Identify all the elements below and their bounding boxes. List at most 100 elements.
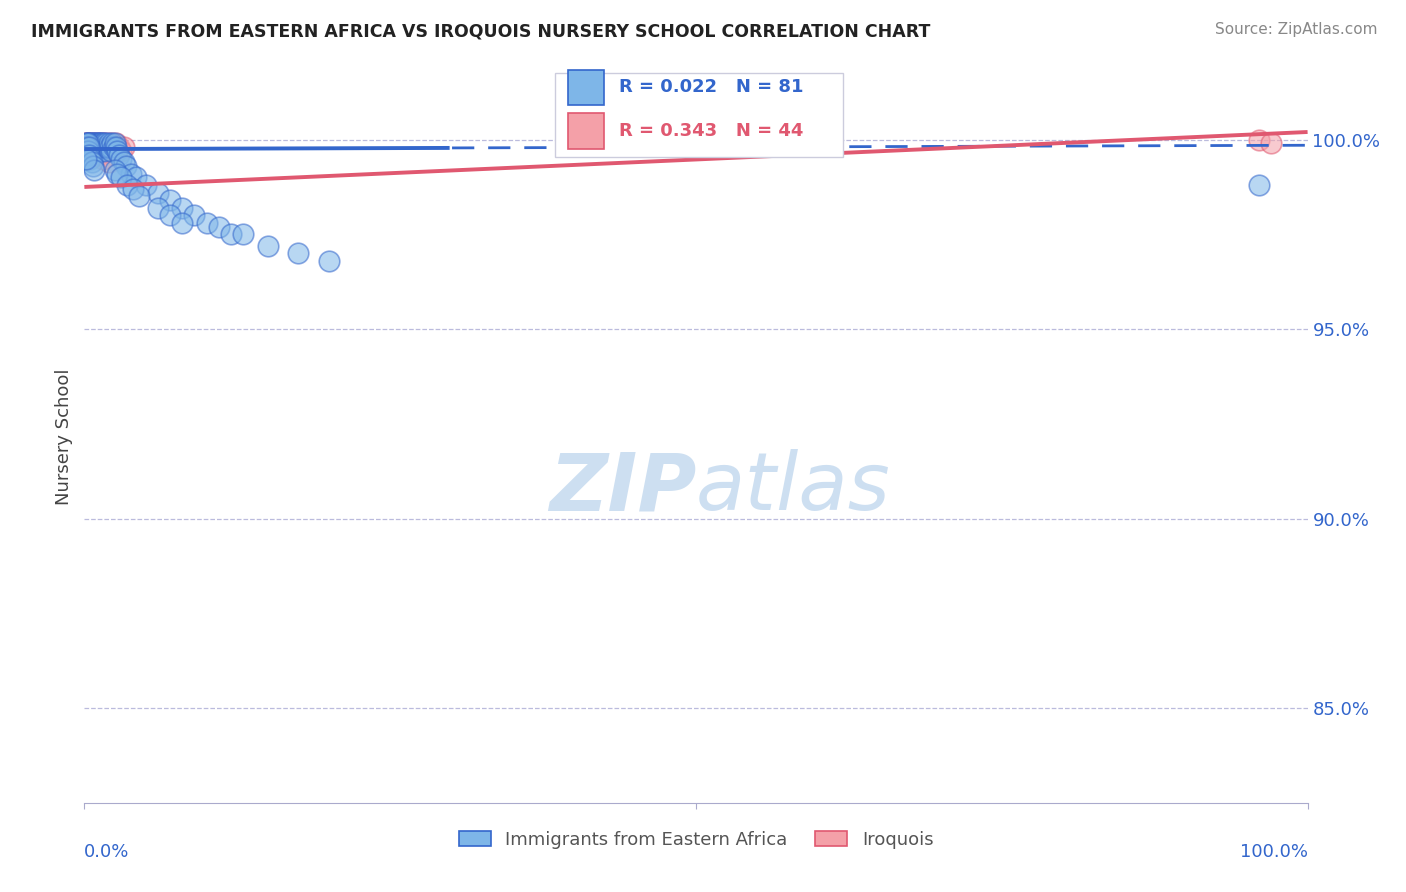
Point (83, 147, 105, 161)
Point (105, 144, 128, 158)
Point (94, 136, 117, 151)
Point (77, 136, 100, 151)
Point (86, 140, 108, 154)
Point (82, 159, 104, 173)
Point (83, 140, 105, 154)
Point (128, 189, 150, 203)
Point (87, 136, 110, 151)
Point (1247, 132, 1270, 146)
Point (110, 144, 132, 158)
Point (75, 144, 97, 158)
Point (75, 140, 97, 154)
Point (97, 136, 120, 151)
Point (86, 140, 108, 154)
Point (146, 201, 169, 215)
Point (84, 136, 107, 151)
Text: R = 0.343   N = 44: R = 0.343 N = 44 (619, 122, 803, 140)
Point (97, 155, 120, 169)
Point (135, 178, 157, 192)
Point (101, 136, 124, 151)
Point (318, 253, 340, 268)
Point (93, 140, 115, 154)
Point (87, 140, 110, 154)
Point (93, 144, 115, 158)
Point (90, 140, 112, 154)
Point (91, 140, 114, 154)
Point (257, 238, 280, 252)
Point (89, 136, 111, 151)
Point (75, 140, 97, 154)
Point (75, 147, 97, 161)
Point (101, 136, 124, 151)
Point (104, 144, 127, 158)
Point (77, 140, 100, 154)
Point (84, 136, 107, 151)
Point (103, 140, 125, 154)
Point (104, 162, 127, 177)
Point (84, 144, 107, 158)
Point (94, 140, 117, 154)
Point (76, 136, 98, 151)
Text: Source: ZipAtlas.com: Source: ZipAtlas.com (1215, 22, 1378, 37)
Point (89, 136, 111, 151)
Point (110, 170, 132, 185)
Point (1260, 136, 1282, 151)
Point (91, 136, 114, 151)
Point (87, 147, 110, 161)
Point (159, 208, 181, 222)
Point (90, 144, 112, 158)
Point (104, 136, 127, 151)
Point (115, 159, 138, 173)
Point (87, 140, 110, 154)
Point (79, 152, 101, 166)
Point (87, 136, 110, 151)
Bar (568, 70, 605, 104)
Point (105, 167, 128, 181)
Point (86, 136, 108, 151)
Point (82, 136, 104, 151)
Point (77, 140, 100, 154)
Point (112, 140, 135, 154)
Point (115, 178, 138, 192)
Point (105, 140, 128, 154)
Point (76, 136, 98, 151)
Point (77, 140, 100, 154)
Point (91, 152, 114, 166)
Point (80, 136, 103, 151)
Text: IMMIGRANTS FROM EASTERN AFRICA VS IROQUOIS NURSERY SCHOOL CORRELATION CHART: IMMIGRANTS FROM EASTERN AFRICA VS IROQUO… (31, 22, 931, 40)
Point (79, 136, 101, 151)
Legend: Immigrants from Eastern Africa, Iroquois: Immigrants from Eastern Africa, Iroquois (451, 823, 941, 856)
Point (172, 216, 194, 230)
Point (76, 136, 98, 151)
Point (120, 167, 142, 181)
Point (96, 140, 118, 154)
Point (105, 136, 128, 151)
Point (83, 162, 105, 177)
Text: R = 0.022   N = 81: R = 0.022 N = 81 (619, 78, 803, 96)
Point (219, 227, 242, 242)
Point (172, 201, 194, 215)
Point (80, 140, 103, 154)
Bar (568, 113, 605, 149)
Point (183, 208, 205, 222)
Point (96, 136, 118, 151)
Point (97, 136, 120, 151)
Point (97, 140, 120, 154)
Point (159, 193, 181, 207)
Text: 0.0%: 0.0% (84, 843, 129, 861)
Point (77, 144, 100, 158)
Point (98, 140, 121, 154)
Point (91, 136, 114, 151)
Point (103, 140, 125, 154)
Point (76, 140, 98, 154)
Point (75, 136, 97, 151)
Point (1247, 178, 1270, 192)
Point (80, 140, 103, 154)
Point (75, 136, 97, 151)
Point (82, 136, 104, 151)
Point (75, 152, 97, 166)
Point (82, 140, 104, 154)
Point (232, 227, 254, 242)
Point (80, 144, 103, 158)
Text: ZIP: ZIP (548, 450, 696, 527)
